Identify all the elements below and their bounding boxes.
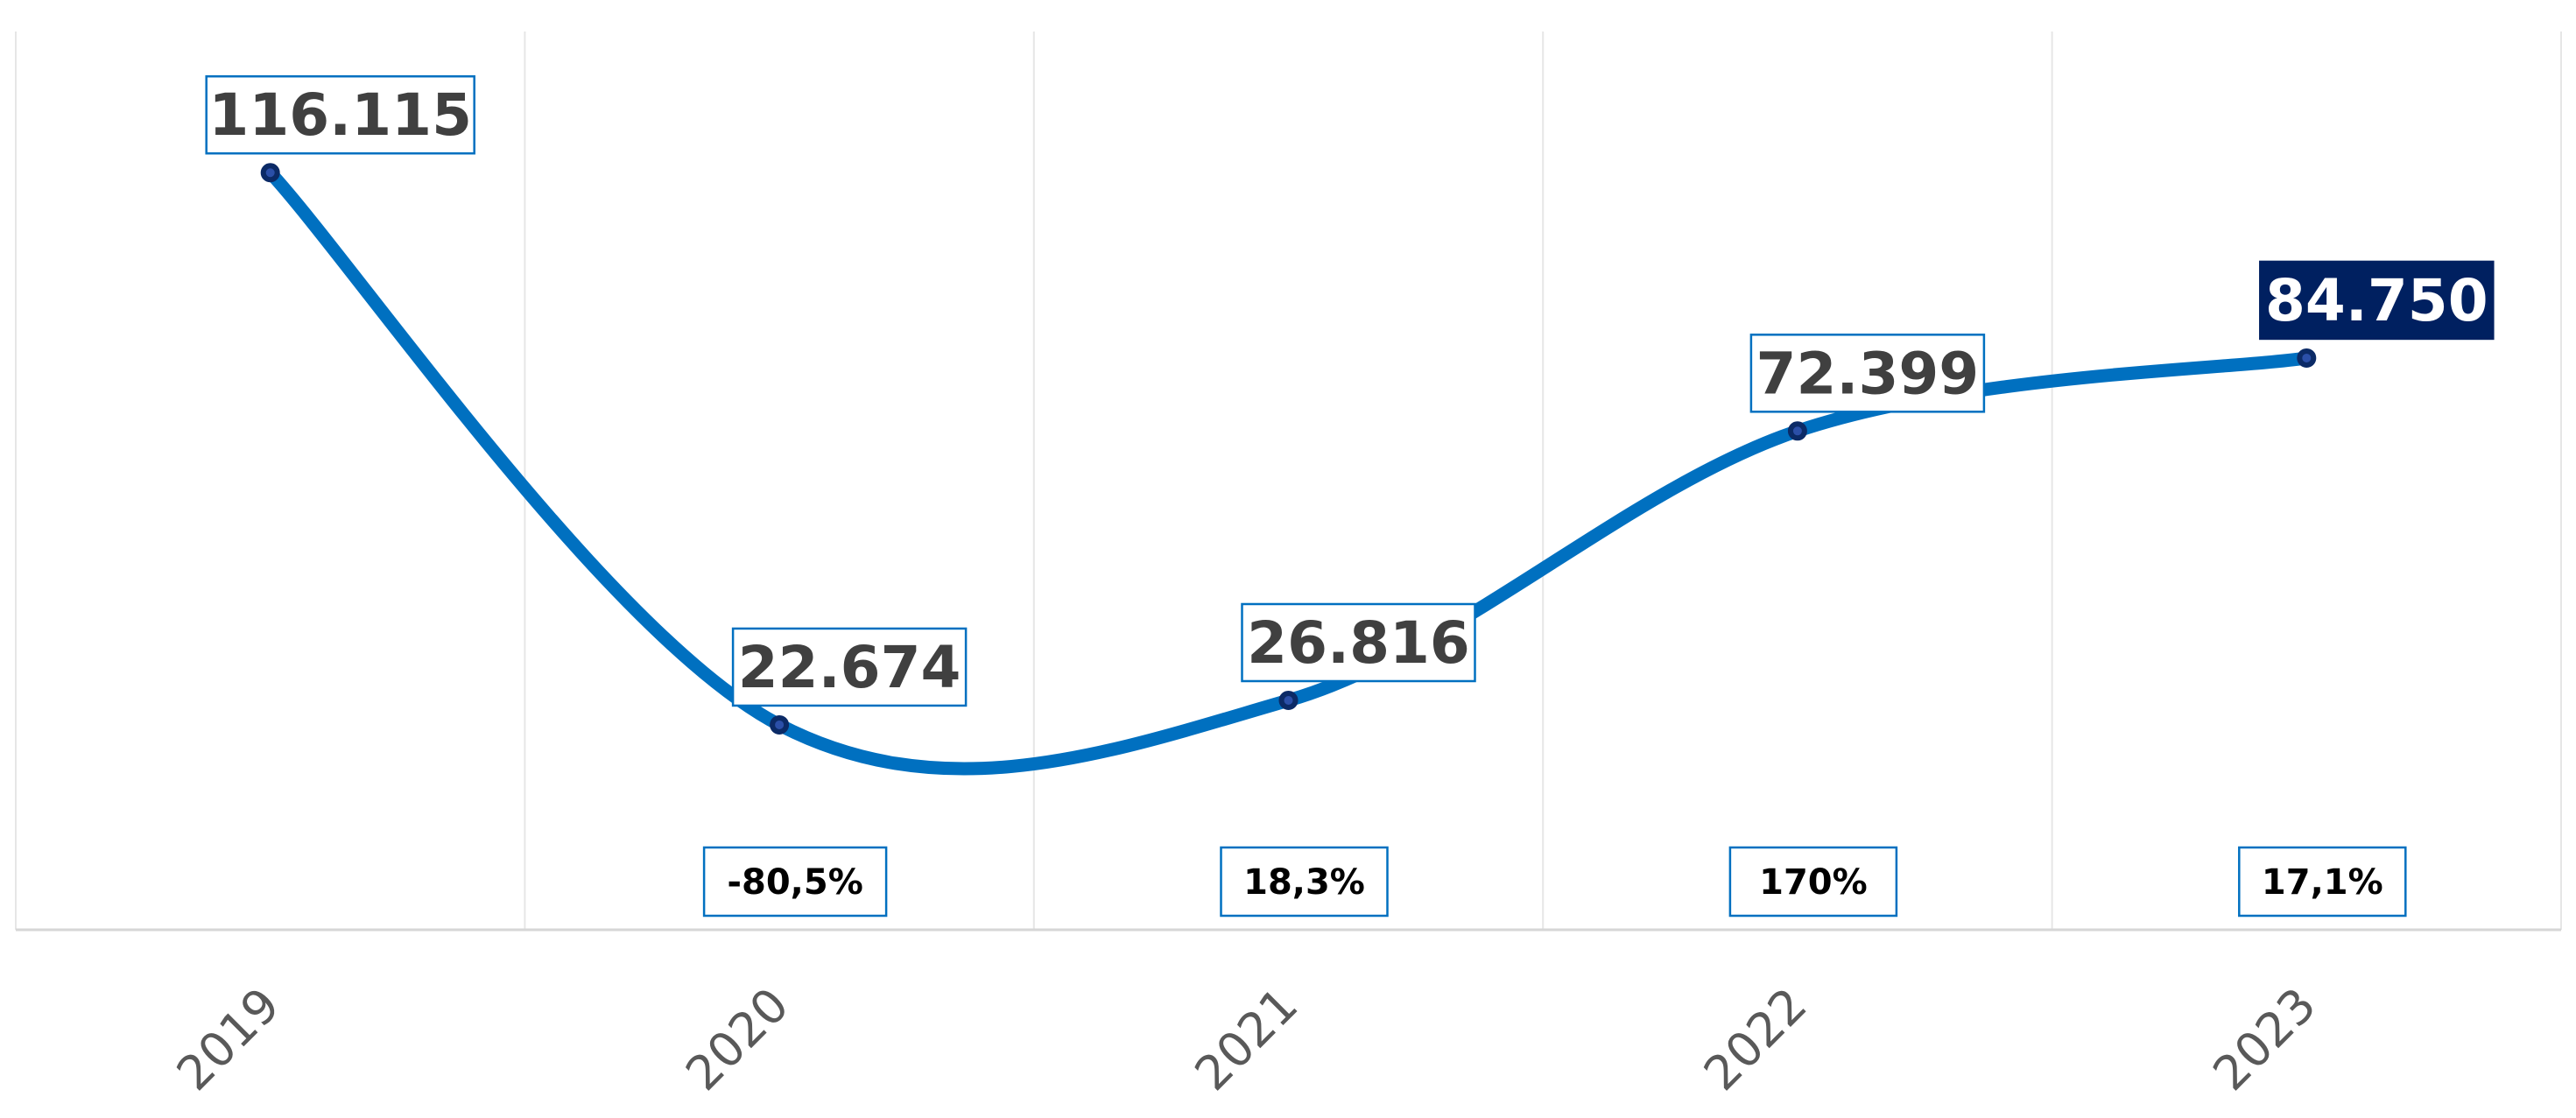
data-label-box: [1241, 602, 1476, 683]
x-tick-label: 2019: [166, 977, 291, 1101]
data-label-box: [2259, 260, 2495, 341]
change-label: -80,5%: [727, 862, 862, 903]
data-label: 22.674: [738, 634, 961, 701]
x-tick-label: 2021: [1185, 977, 1309, 1101]
change-label-box: [1220, 846, 1389, 918]
data-point: [770, 714, 790, 735]
x-tick-label: 2023: [2202, 977, 2326, 1101]
change-label-box: [702, 846, 888, 918]
data-label: 26.816: [1247, 609, 1470, 677]
data-point: [2297, 348, 2317, 368]
data-label-box: [205, 74, 475, 155]
data-label: 72.399: [1756, 340, 1980, 407]
change-label-box: [1728, 846, 1898, 918]
data-point: [1787, 421, 1807, 441]
x-tick-label: 2022: [1693, 977, 1818, 1101]
change-label: 170%: [1759, 862, 1868, 903]
change-label-box: [2238, 846, 2407, 918]
data-point: [260, 163, 280, 183]
data-label-box: [1749, 334, 1986, 413]
data-point: [1278, 690, 1299, 710]
data-label: 84.750: [2265, 267, 2488, 334]
change-label: 18,3%: [1243, 862, 1365, 903]
data-label: 116.115: [208, 81, 472, 149]
data-label-box: [731, 627, 968, 707]
change-label: 17,1%: [2262, 862, 2383, 903]
x-tick-label: 2020: [675, 977, 799, 1101]
